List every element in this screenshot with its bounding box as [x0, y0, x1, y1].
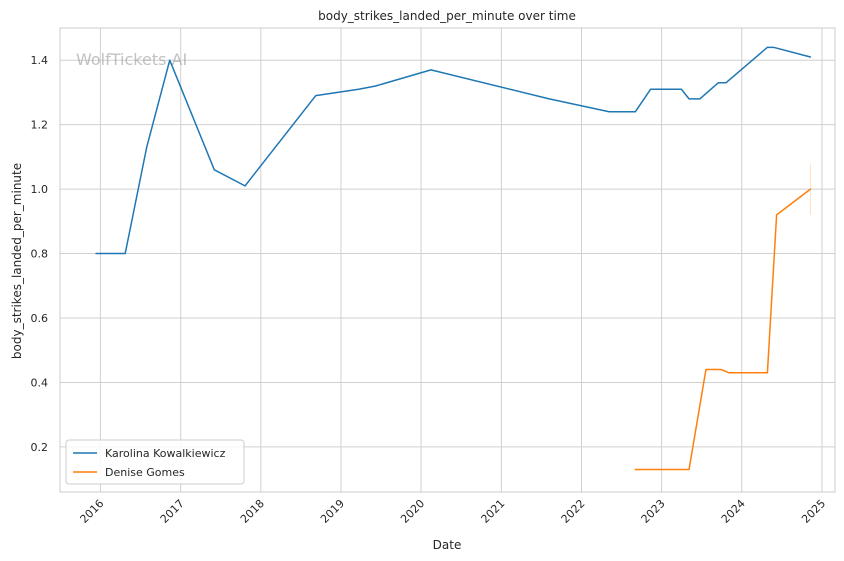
x-tick-label-2022: 2022	[559, 497, 588, 526]
x-tick-label-2021: 2021	[479, 497, 508, 526]
x-tick-label-2017: 2017	[158, 497, 187, 526]
y-axis-title: body_strikes_landed_per_minute	[10, 163, 24, 359]
x-tick-label-2019: 2019	[318, 497, 347, 526]
plot-background	[60, 28, 835, 492]
series-line-0	[95, 46, 812, 255]
x-tick-label-2020: 2020	[398, 497, 427, 526]
chart-title: body_strikes_landed_per_minute over time	[318, 9, 576, 23]
y-tick-label-1.2: 1.2	[31, 119, 49, 132]
legend-box	[65, 439, 245, 485]
x-tick-label-2018: 2018	[238, 497, 267, 526]
y-tick-label-0.6: 0.6	[31, 312, 49, 325]
x-tick-label-2025: 2025	[799, 497, 828, 526]
y-tick-label-0.2: 0.2	[31, 441, 49, 454]
plot-area: WolfTickets.AI 2016 2017 2018 2019 2020 2021 20…	[31, 27, 836, 526]
plot-frame	[59, 27, 836, 493]
y-tick-label-0.4: 0.4	[31, 376, 49, 389]
legend-label-1: Denise Gomes	[105, 466, 185, 479]
series-line-1	[634, 188, 812, 471]
y-tick-label-1.0: 1.0	[31, 183, 49, 196]
watermark-text: WolfTickets.AI	[76, 50, 187, 69]
x-axis-title: Date	[433, 538, 462, 552]
y-tick-label-1.4: 1.4	[31, 54, 49, 67]
x-tick-label-2024: 2024	[719, 497, 748, 526]
legend-label-0: Karolina Kowalkiewicz	[105, 447, 226, 460]
x-tick-label-2023: 2023	[639, 497, 668, 526]
x-tick-label-2016: 2016	[78, 497, 107, 526]
y-tick-label-0.8: 0.8	[31, 248, 49, 261]
